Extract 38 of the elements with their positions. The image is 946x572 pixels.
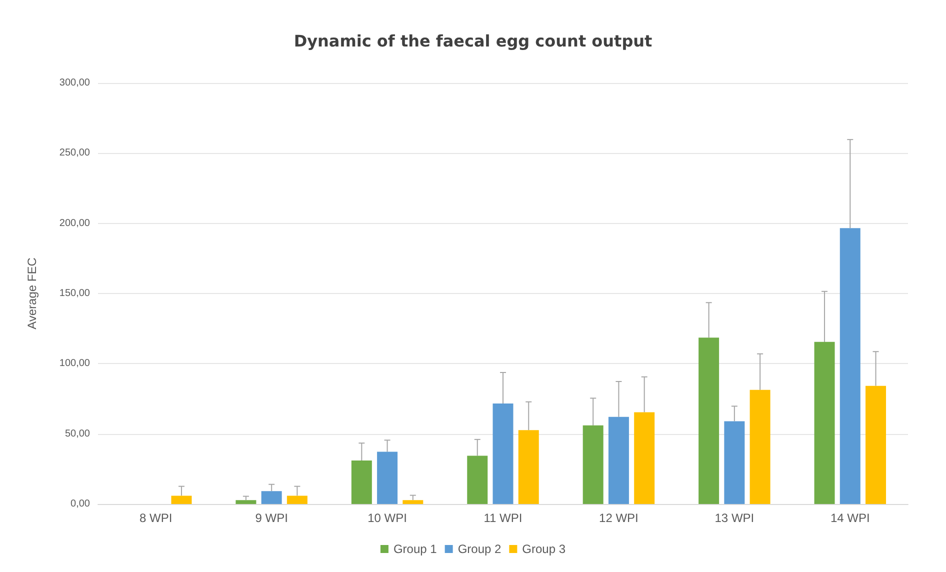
bar [582, 425, 604, 504]
legend-label: Group 3 [522, 542, 566, 556]
y-tick-label: 0,00 [70, 498, 90, 510]
bar [286, 496, 308, 504]
bar [724, 421, 745, 504]
bar [518, 430, 539, 504]
y-tick-label: 100,00 [59, 358, 90, 370]
bar [492, 404, 514, 504]
bar [634, 412, 655, 504]
bar [402, 500, 424, 504]
bar [750, 390, 770, 504]
y-tick-label: 50,00 [64, 428, 90, 440]
bar [814, 342, 835, 504]
bar [866, 386, 886, 504]
y-tick-label: 200,00 [59, 218, 90, 229]
bar [698, 338, 720, 504]
x-tick-label: 8 WPI [140, 511, 172, 525]
bar [261, 491, 282, 504]
bar [608, 416, 629, 504]
y-axis-title: Average FEC [25, 257, 39, 330]
bar [467, 456, 488, 504]
legend-label: Group 1 [393, 542, 438, 556]
x-tick-label: 11 WPI [484, 511, 522, 525]
bar [351, 460, 372, 504]
x-tick-label: 9 WPI [255, 511, 288, 525]
y-tick-label: 250,00 [59, 148, 90, 159]
legend-label: Group 2 [458, 542, 502, 556]
bar [171, 496, 192, 504]
bar [840, 228, 860, 504]
chart-title: Dynamic of the faecal egg count output [294, 32, 653, 50]
x-tick-label: 13 WPI [714, 511, 754, 525]
y-tick-label: 150,00 [59, 288, 90, 299]
bar [236, 500, 256, 504]
x-tick-label: 12 WPI [599, 511, 638, 525]
x-tick-label: 14 WPI [830, 511, 870, 525]
y-tick-label: 300,00 [59, 78, 90, 88]
x-tick-label: 10 WPI [368, 511, 407, 525]
bar [377, 452, 398, 504]
